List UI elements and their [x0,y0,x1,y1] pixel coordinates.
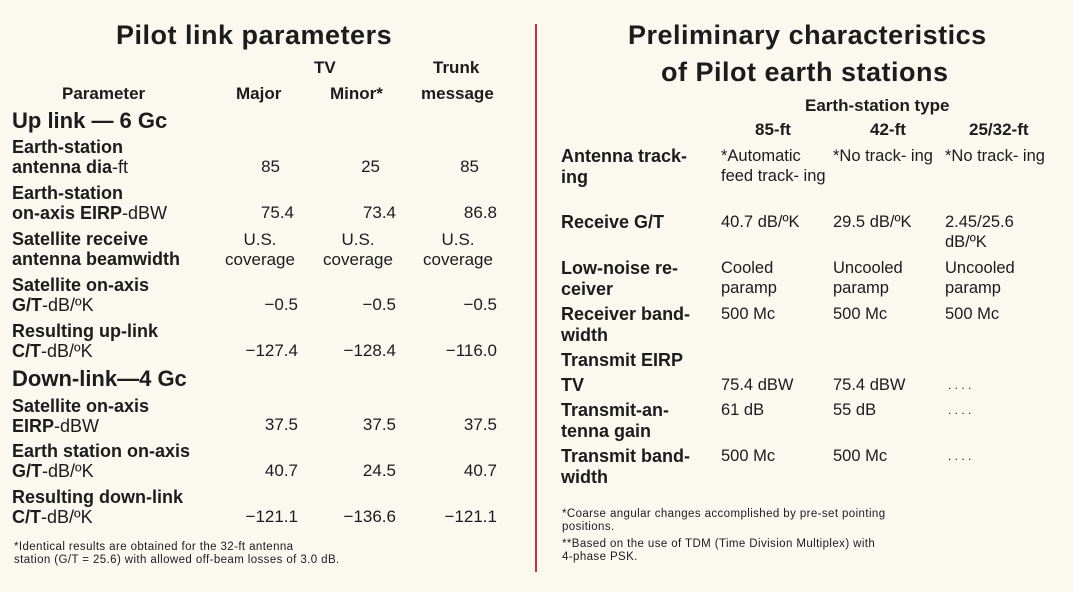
cell-42ft: 55 dB [833,401,877,419]
cell-trunk: 40.7 [463,461,497,480]
cell-25-32ft: *No track- ing [945,147,1045,165]
row-name-unit: -dB/ºK [42,295,94,315]
cell-trunk: 37.5 [463,415,497,434]
row-name-line2: C/T [12,341,41,361]
station-row-name: Transmit-an- tenna gain [561,400,670,441]
cell-25-32ft: . . . . [948,378,972,392]
cell-25-32ft: . . . . [948,403,972,417]
header-tv: TV [314,58,336,77]
cell-25-32ft: 500 Mc [945,305,1000,323]
right-title-line2: of Pilot earth stations [661,57,949,87]
cell-major: 37.5 [264,415,298,434]
station-row-name: Transmit band- width [561,446,691,487]
cell-25-32ft: Uncooled paramp [945,259,1015,297]
header-trunk-line1: Trunk [433,58,480,77]
row-name-line2: G/T [12,461,42,481]
cell-major: 85 [261,157,280,176]
cell-42ft: *No track- ing [833,147,933,165]
row-name-unit: -dB/ºK [41,341,93,361]
cell-trunk: −0.5 [463,295,497,314]
cell-major: −0.5 [264,295,298,314]
cell-42ft: 75.4 dBW [833,376,906,394]
station-row-name: Low-noise re- ceiver [561,258,679,299]
cell-major: −121.1 [245,507,298,526]
cell-85ft: 500 Mc [721,447,776,465]
cell-85ft: *Automatic feed track- ing [721,147,826,185]
row-name-unit: -dBW [122,203,168,223]
cell-minor: 24.5 [362,461,396,480]
cell-trunk: −116.0 [445,341,497,360]
cell-25-32ft: 2.45/25.6 dB/ºK [945,213,1014,251]
cell-85ft: 75.4 dBW [721,376,794,394]
cell-42ft: 500 Mc [833,447,888,465]
right-footnote2-line2: 4-phase PSK. [562,551,638,563]
row-name-line2: C/T [12,507,41,527]
header-minor: Minor* [330,84,383,103]
row-name-unit: -dBW [54,416,100,436]
row-name-line1: Resulting down-link [12,487,183,507]
uplink-section-title: Up link — 6 Gc [12,108,168,133]
cell-trunk: −121.1 [444,507,497,526]
cell-minor: 73.4 [362,203,396,222]
row-name-unit: -dB/ºK [42,461,94,481]
row-name-line1: Earth-station [12,137,124,157]
row-name-line2: antenna dia [12,157,113,177]
row-name-line1: Satellite on-axis [12,396,150,416]
cell-minor: −0.5 [362,295,396,314]
row-name-line2: on-axis EIRP [12,203,123,223]
cell-25-32ft: . . . . [948,449,972,463]
right-footnote1-line1: *Coarse angular changes accomplished by … [562,508,886,520]
header-42ft: 42-ft [870,120,906,139]
cell-42ft: 500 Mc [833,305,888,323]
cell-85ft: Cooled paramp [721,259,777,297]
cell-85ft: 40.7 dB/ºK [721,213,800,231]
row-name-line1: Resulting up-link [12,321,158,341]
header-85ft: 85-ft [755,120,791,139]
cell-85ft: 500 Mc [721,305,776,323]
left-footnote-line1: *Identical results are obtained for the … [14,541,294,553]
header-25-32ft: 25/32-ft [969,120,1029,139]
row-name-unit: -ft [112,157,129,177]
cell-major: −127.4 [245,341,298,360]
station-row-name: Antenna track- ing [561,146,688,187]
row-name-line2: antenna beamwidth [12,249,181,269]
station-row-name: Transmit EIRP [561,350,684,370]
left-footnote-line2: station (G/T = 25.6) with allowed off-be… [14,554,340,566]
row-name-line1: Earth-station [12,183,124,203]
cell-minor: 37.5 [362,415,396,434]
row-name-line2: EIRP [12,416,55,436]
header-trunk-line2: message [421,84,494,103]
cell-85ft: 61 dB [721,401,765,419]
cell-major: 75.4 [260,203,294,222]
row-name-line1: Satellite on-axis [12,275,150,295]
station-row-name: Receiver band- width [561,304,691,345]
right-footnote2-line1: **Based on the use of TDM (Time Division… [562,538,876,550]
downlink-section-title: Down-link—4 Gc [12,366,187,391]
cell-major: U.S. coverage [225,230,295,269]
station-row-name: Receive G/T [561,212,665,232]
cell-minor: −128.4 [343,341,396,360]
row-name-line2: G/T [12,295,42,315]
cell-major: 40.7 [264,461,298,480]
right-title-line1: Preliminary characteristics [628,20,987,50]
cell-trunk: 85 [460,157,479,176]
right-footnote1-line2: positions. [562,521,615,533]
cell-trunk: U.S. coverage [423,230,493,269]
header-earth-station-type: Earth-station type [805,96,950,115]
header-parameter: Parameter [62,84,146,103]
column-divider [535,24,537,572]
cell-42ft: 29.5 dB/ºK [833,213,912,231]
station-row-name: TV [561,375,585,395]
cell-minor: U.S. coverage [323,230,393,269]
header-major: Major [236,84,282,103]
cell-42ft: Uncooled paramp [833,259,903,297]
row-name-unit: -dB/ºK [41,507,93,527]
cell-minor: 25 [361,157,380,176]
row-name-line1: Earth station on-axis [12,441,191,461]
left-title: Pilot link parameters [116,20,393,50]
cell-minor: −136.6 [343,507,396,526]
row-name-line1: Satellite receive [12,229,149,249]
cell-trunk: 86.8 [463,203,497,222]
